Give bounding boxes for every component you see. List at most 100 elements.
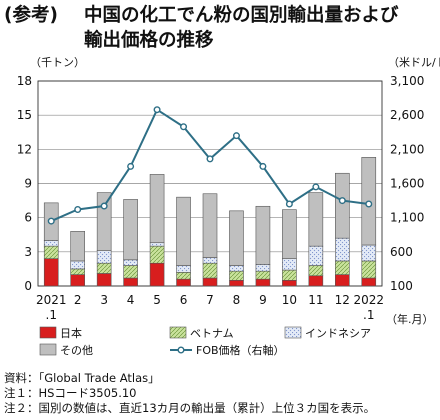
y-right-tick-label: 2,600	[390, 108, 424, 122]
fob-price-point	[312, 183, 320, 191]
bar-1	[176, 278, 191, 287]
y-right-axis-label: （米ドル/トン）	[388, 56, 440, 69]
bar-1	[123, 277, 138, 287]
legend-swatch	[169, 326, 187, 339]
bar-4	[96, 192, 112, 251]
bar-1	[255, 278, 271, 287]
fob-price-point	[338, 197, 346, 205]
bar-2	[361, 260, 377, 279]
y-left-tick-label: 15	[17, 108, 32, 122]
fob-price-point	[259, 162, 267, 170]
chart-svg: 0 100 3 600 6 1,100 9 1,600 12 2,100 15 2,600 18 3,10…	[17, 56, 440, 357]
fob-price-point	[47, 217, 55, 225]
y-right-tick-label: 1,600	[390, 177, 424, 191]
legend-label: 日本	[60, 326, 82, 340]
legend-label: ベトナム	[190, 327, 234, 340]
bar-1	[229, 280, 244, 287]
bar-1	[96, 273, 112, 287]
y-left-tick-label: 6	[24, 211, 32, 225]
fob-price-point	[74, 205, 82, 213]
legend-swatch	[284, 326, 302, 339]
x-tick-label: 12	[335, 293, 350, 307]
fob-price-point	[153, 106, 161, 114]
x-tick-label: 3	[100, 293, 108, 307]
bar-4	[176, 196, 191, 266]
y-left-tick-label: 18	[17, 74, 32, 88]
y-left-tick-label: 9	[24, 177, 32, 191]
x-tick-label: 5	[153, 293, 161, 307]
bar-3	[123, 259, 138, 266]
y-right-tick-label: 100	[390, 279, 413, 293]
legend-label: インドネシア	[305, 327, 371, 340]
bar-3	[229, 265, 244, 272]
bar-2	[282, 269, 297, 281]
bar-1	[308, 275, 324, 287]
bar-1	[43, 258, 59, 287]
bar-2	[123, 265, 138, 279]
bar-2	[176, 272, 191, 280]
legend-swatch-marker	[177, 346, 185, 354]
note-source: 資料：「Global Trade Atlas」	[4, 371, 160, 385]
bar-4	[335, 172, 350, 239]
bar-3	[202, 257, 218, 264]
y-right-tick-label: 3,100	[390, 74, 424, 88]
notes-block: 資料：「Global Trade Atlas」 注１：HSコード3505.10 …	[4, 371, 375, 416]
y-left-tick-label: 0	[24, 279, 32, 293]
bar-2	[255, 270, 271, 280]
bar-1	[361, 277, 377, 287]
bar-2	[308, 265, 324, 277]
fob-price-point	[285, 200, 293, 208]
x-tick-label-sub: .1	[46, 308, 57, 322]
fob-price-point	[127, 162, 135, 170]
bar-4	[123, 199, 138, 261]
x-tick-label: 9	[259, 293, 267, 307]
y-left-axis-label: （千トン）	[30, 56, 85, 69]
bar-3	[149, 242, 165, 247]
bar-4	[308, 192, 324, 247]
x-tick-label: 6	[180, 293, 188, 307]
bar-4	[255, 205, 271, 265]
fob-price-point	[232, 132, 240, 140]
legend-label: その他	[60, 344, 93, 357]
bar-2	[229, 270, 244, 281]
bar-3	[335, 237, 350, 262]
bar-3	[308, 245, 324, 266]
x-tick-label: 2022	[353, 293, 384, 307]
bar-2	[70, 268, 85, 275]
bar-2	[149, 245, 165, 264]
y-right-tick-label: 600	[390, 245, 413, 259]
fob-price-point	[180, 123, 188, 131]
x-tick-label: 2021	[36, 293, 67, 307]
x-axis-unit: （年.月）	[386, 312, 434, 326]
legend-swatch	[39, 343, 57, 356]
bar-4	[70, 231, 85, 262]
y-left-tick-label: 12	[17, 142, 32, 156]
bar-1	[149, 262, 165, 287]
x-tick-label: 4	[127, 293, 135, 307]
bar-3	[70, 260, 85, 270]
bar-4	[202, 193, 218, 258]
bar-1	[70, 274, 85, 287]
bar-2	[335, 260, 350, 275]
legend-swatch	[39, 326, 57, 339]
x-tick-label: 11	[308, 293, 323, 307]
y-right-tick-label: 1,100	[390, 211, 424, 225]
bar-3	[96, 250, 112, 264]
title-line-2: 輸出価格の推移	[84, 30, 214, 51]
fob-price-point	[206, 155, 214, 163]
bar-4	[229, 210, 244, 266]
bar-4	[149, 174, 165, 244]
bar-1	[335, 274, 350, 287]
bar-2	[96, 262, 112, 274]
bar-1	[282, 280, 297, 287]
x-tick-label-sub: .1	[363, 308, 374, 322]
bar-3	[176, 265, 191, 273]
x-tick-label: 10	[282, 293, 297, 307]
bar-3	[282, 258, 297, 271]
bar-3	[43, 240, 59, 247]
bar-3	[255, 264, 271, 272]
title-prefix: (参考)	[4, 5, 58, 26]
legend-label: FOB価格（右軸）	[196, 343, 285, 357]
x-tick-label: 2	[74, 293, 82, 307]
fob-price-point	[365, 200, 373, 208]
